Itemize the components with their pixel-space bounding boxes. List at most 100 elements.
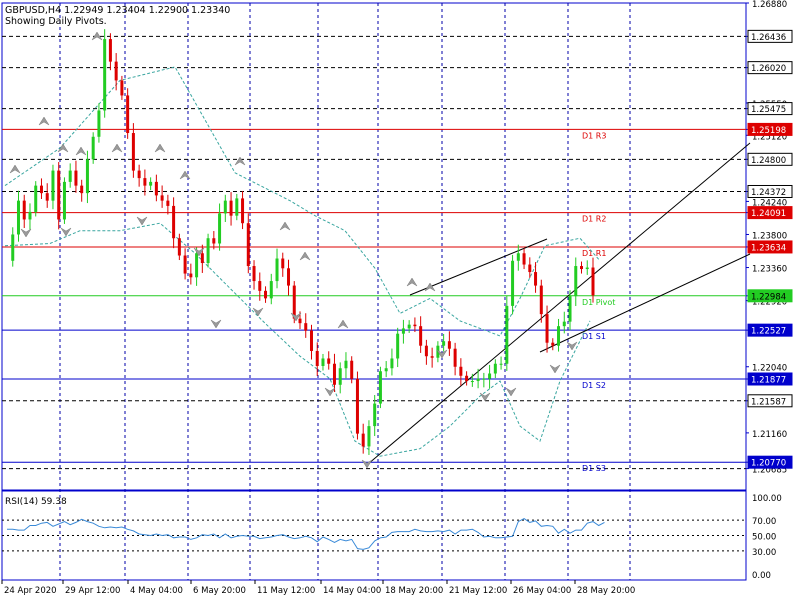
- candle-body: [447, 341, 451, 349]
- price-marker-box: [747, 289, 793, 303]
- candle-body: [85, 159, 89, 194]
- candle-body: [419, 326, 423, 346]
- candle-body: [137, 170, 141, 179]
- price-axis-label: 1.21160: [752, 430, 787, 440]
- fractal-up-arrow-icon: [406, 277, 418, 287]
- price-marker-label: 1.24091: [751, 209, 786, 219]
- candle-body: [482, 378, 486, 380]
- candle-body: [28, 211, 32, 220]
- candle-body: [373, 403, 377, 427]
- price-marker-box: [747, 455, 793, 469]
- candle-body: [384, 368, 388, 372]
- candle-body: [223, 200, 227, 214]
- rsi-axis-label: 100.00: [752, 494, 782, 504]
- pivot-label: D1 Pivot: [582, 298, 615, 307]
- candle-body: [378, 371, 382, 404]
- fractal-down-arrow-icon: [505, 387, 517, 397]
- candle-body: [212, 238, 216, 244]
- candle-body: [355, 378, 359, 434]
- candle-body: [424, 345, 428, 357]
- price-marker-box: [747, 394, 793, 408]
- candle-body: [206, 238, 210, 264]
- candle-body: [160, 195, 164, 201]
- candle-body: [34, 185, 38, 212]
- candle-body: [390, 358, 394, 369]
- fractal-down-arrow-icon: [566, 341, 578, 351]
- candle-body: [229, 200, 233, 216]
- candle-body: [562, 321, 566, 327]
- candle-body: [470, 381, 474, 383]
- candle-body: [545, 314, 549, 343]
- candle-body: [407, 324, 411, 329]
- fractal-down-arrow-icon: [136, 216, 148, 226]
- candle-body: [183, 255, 187, 274]
- candle-body: [522, 253, 526, 265]
- candle-body: [51, 170, 55, 201]
- time-axis-label: 26 May 04:00: [513, 586, 571, 596]
- price-marker-box: [747, 323, 793, 337]
- price-marker-label: 1.20770: [751, 459, 786, 469]
- candle-body: [344, 360, 348, 369]
- trendline: [409, 238, 548, 296]
- candle-body: [539, 285, 543, 315]
- price-marker-label: 1.26436: [751, 33, 786, 43]
- candle-body: [258, 281, 262, 291]
- candle-body: [580, 266, 584, 270]
- fractal-down-arrow-icon: [436, 349, 448, 359]
- price-marker-label: 1.24800: [751, 156, 786, 166]
- price-marker-box: [747, 206, 793, 220]
- rsi-axis-label: 0.00: [752, 571, 771, 581]
- candle-body: [126, 95, 130, 134]
- candle-body: [166, 200, 170, 206]
- candle-body: [241, 198, 245, 224]
- candle-body: [275, 258, 279, 282]
- candle-body: [442, 341, 446, 346]
- price-marker-box: [747, 122, 793, 136]
- candle-body: [287, 268, 291, 286]
- fractal-up-arrow-icon: [38, 116, 50, 126]
- candle-body: [551, 342, 555, 346]
- candle-body: [172, 205, 176, 239]
- candle-body: [200, 253, 204, 264]
- rsi-header: RSI(14) 59.38: [5, 497, 67, 507]
- price-marker-label: 1.22984: [751, 292, 786, 302]
- candle-body: [11, 234, 15, 261]
- price-marker-label: 1.22527: [751, 327, 786, 337]
- candle-body: [585, 267, 589, 270]
- candle-body: [143, 178, 147, 186]
- price-marker-box: [747, 29, 793, 43]
- candle-body: [131, 133, 135, 171]
- candle-body: [401, 328, 405, 334]
- price-axis-label: 1.23360: [752, 265, 787, 275]
- time-axis-label: 4 May 04:00: [130, 586, 183, 596]
- price-marker-box: [747, 102, 793, 116]
- candle-body: [488, 373, 492, 379]
- fractal-down-arrow-icon: [210, 319, 222, 329]
- price-marker-label: 1.26020: [751, 64, 786, 74]
- candle-body: [91, 136, 95, 160]
- candle-body: [292, 285, 296, 319]
- rsi-axis-label: 30.00: [752, 548, 776, 558]
- fractal-down-arrow-icon: [20, 228, 32, 238]
- candle-body: [269, 281, 273, 299]
- fractal-up-arrow-icon: [57, 143, 69, 153]
- candle-body: [493, 363, 497, 374]
- candle-body: [350, 360, 354, 379]
- candle-body: [45, 193, 49, 201]
- candle-body: [574, 266, 578, 297]
- fractal-up-arrow-icon: [75, 146, 87, 156]
- candle-body: [68, 170, 72, 182]
- fractal-down-arrow-icon: [549, 364, 561, 374]
- fractal-up-arrow-icon: [91, 31, 103, 41]
- fractal-up-arrow-icon: [234, 156, 246, 166]
- time-axis-label: 28 May 20:00: [577, 586, 635, 596]
- candle-body: [57, 170, 61, 220]
- rsi-line: [7, 518, 605, 550]
- trendline: [539, 253, 751, 353]
- candle-body: [568, 296, 572, 322]
- price-axis-label: 1.23800: [752, 231, 787, 241]
- time-axis-label: 6 May 20:00: [193, 586, 246, 596]
- candle-body: [97, 110, 101, 137]
